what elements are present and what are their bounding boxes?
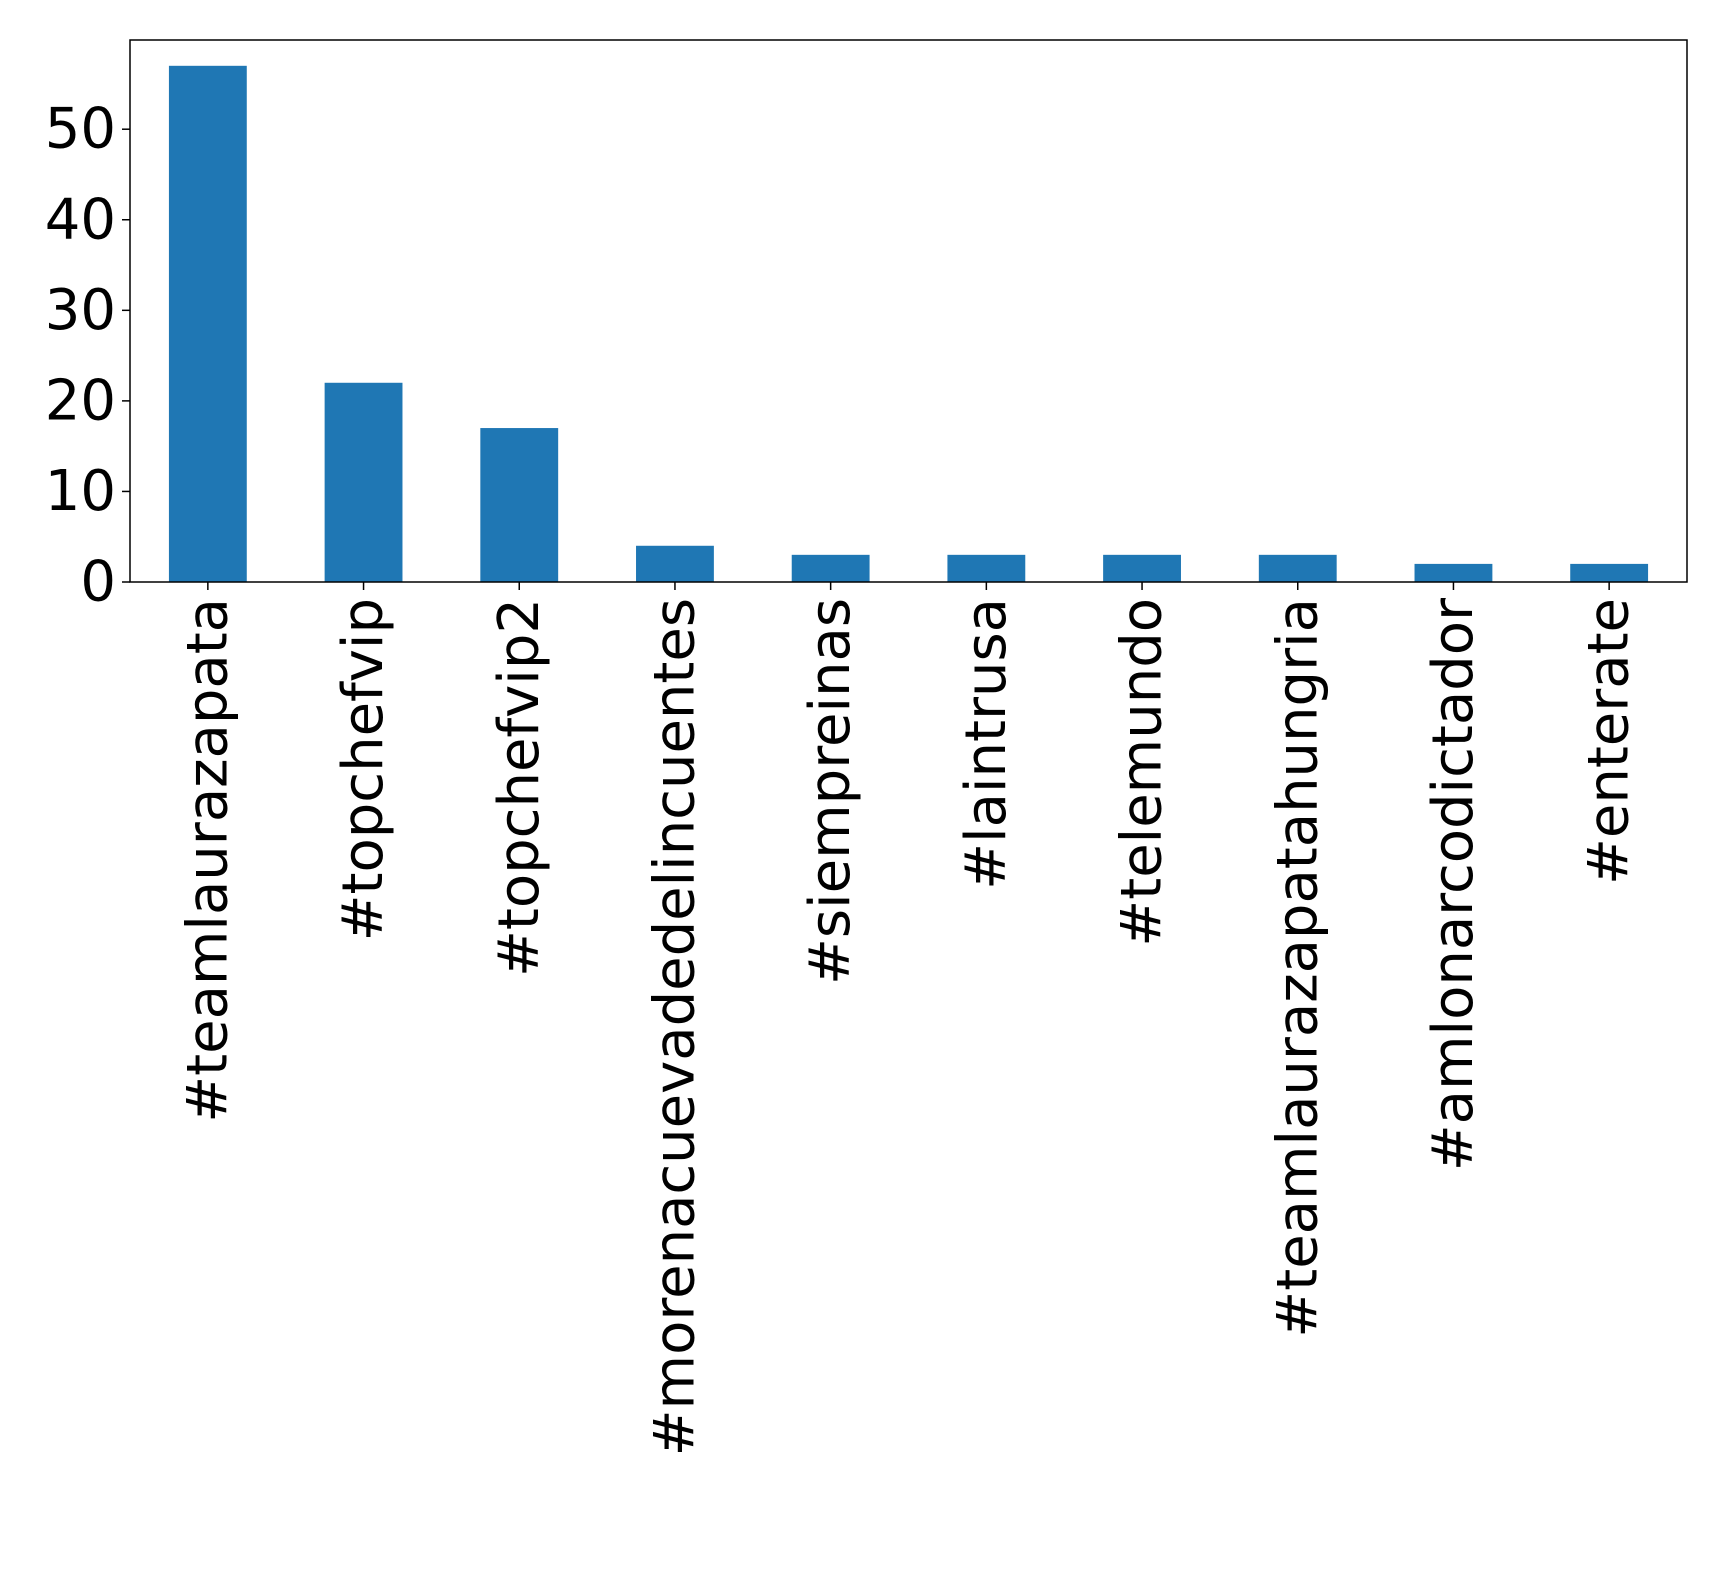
x-tick-label: #telemundo [1110, 598, 1175, 947]
bar [636, 545, 714, 582]
bar [480, 428, 559, 582]
x-tick-label: #enterate [1577, 598, 1642, 885]
y-axis: 0 10 20 30 40 50 [45, 97, 130, 615]
x-tick-label: #amlonarcodictador [1421, 597, 1486, 1171]
x-tick-label: #laintrusa [954, 598, 1019, 890]
bar [1414, 563, 1493, 582]
bar [791, 554, 870, 582]
x-axis: #teamlaurazapata #topchefvip #topchefvip2 #… [175, 582, 1642, 1456]
y-tick-label: 20 [45, 368, 116, 433]
x-tick-label: #topchefvip [331, 598, 396, 941]
y-tick-label: 0 [80, 550, 116, 615]
y-tick-label: 50 [45, 97, 116, 162]
x-tick-label: #topchefvip2 [487, 598, 552, 977]
y-tick-label: 30 [45, 278, 116, 343]
y-tick-label: 40 [45, 187, 116, 252]
bars-group [168, 65, 1649, 583]
bar [1570, 563, 1649, 582]
x-tick-label: #teamlaurazapatahungria [1265, 598, 1330, 1338]
x-tick-label: #morenacuevadedelincuentes [642, 598, 707, 1456]
bar [324, 382, 403, 582]
x-tick-label: #siempreinas [798, 598, 863, 985]
bar [1103, 554, 1181, 582]
x-tick-label: #teamlaurazapata [175, 598, 240, 1123]
y-tick-label: 10 [45, 459, 116, 524]
plot-frame [129, 39, 1688, 583]
bar [1258, 554, 1337, 582]
bar [168, 65, 247, 583]
bar [947, 554, 1026, 582]
